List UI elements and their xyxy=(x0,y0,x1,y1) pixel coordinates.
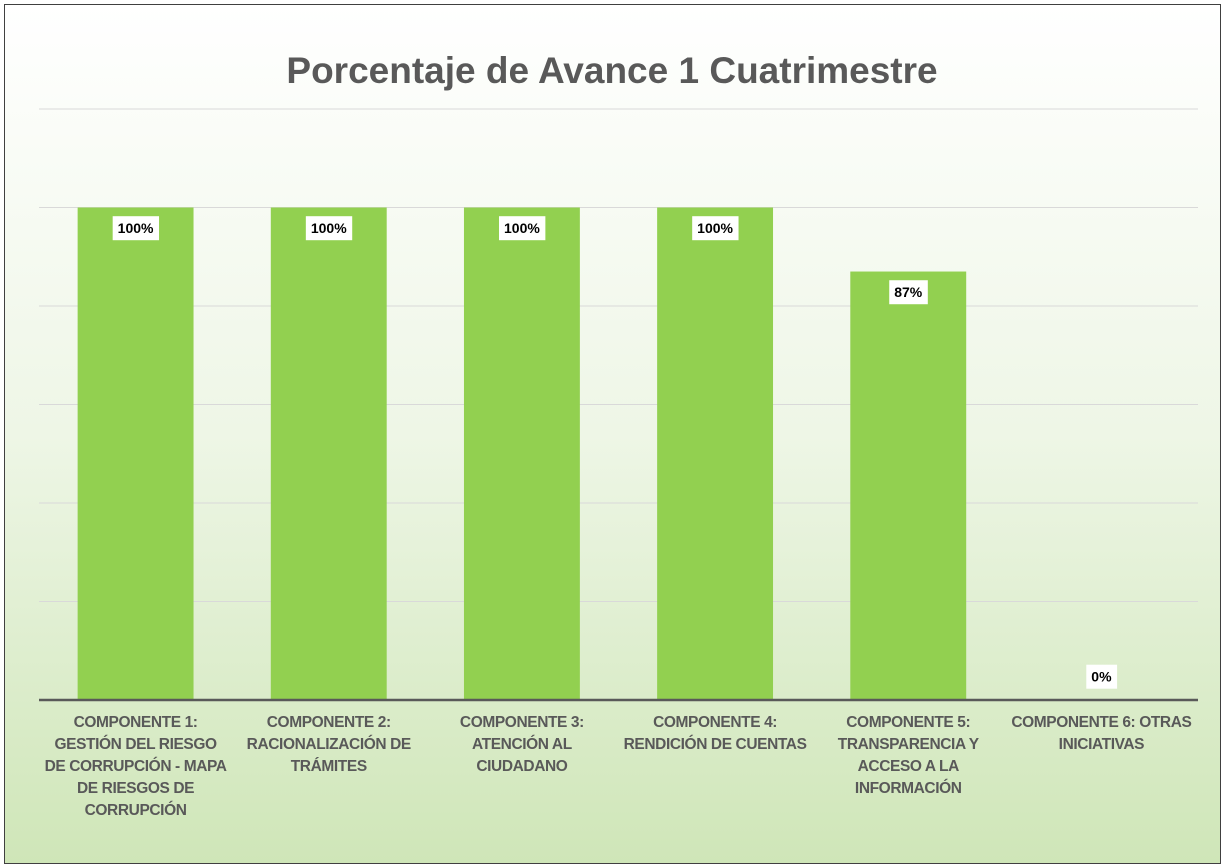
x-tick-label: COMPONENTE 2: RACIONALIZACIÓN DE TRÁMITE… xyxy=(246,714,412,775)
data-label: 100% xyxy=(697,220,733,236)
data-label: 100% xyxy=(311,220,347,236)
x-tick-label: COMPONENTE 6: OTRAS INICIATIVAS xyxy=(1011,714,1192,753)
bar xyxy=(657,207,774,700)
data-label: 87% xyxy=(894,284,923,300)
chart-title: Porcentaje de Avance 1 Cuatrimestre xyxy=(286,50,937,91)
data-label: 100% xyxy=(118,220,154,236)
data-label-box xyxy=(1086,664,1118,689)
bar xyxy=(270,207,387,700)
data-label-box xyxy=(305,216,353,241)
x-tick-label: COMPONENTE 5: TRANSPARENCIA Y ACCESO A L… xyxy=(837,714,979,797)
data-label-box xyxy=(692,216,739,241)
data-label: 0% xyxy=(1091,669,1112,685)
x-tick-label: COMPONENTE 1: GESTIÓN DEL RIESGO DE CORR… xyxy=(44,714,227,819)
data-label-box xyxy=(889,280,928,305)
chart-frame: Porcentaje de Avance 1 Cuatrimestre 100%… xyxy=(4,4,1221,864)
bar xyxy=(850,271,967,700)
data-label-box xyxy=(499,216,546,241)
data-label: 100% xyxy=(504,220,540,236)
x-tick-label: COMPONENTE 3: ATENCIÓN AL CIUDADANO xyxy=(459,714,584,775)
bar xyxy=(463,207,580,700)
bar xyxy=(77,207,194,700)
x-tick-label: COMPONENTE 4: RENDICIÓN DE CUENTAS xyxy=(623,714,807,753)
chart: Porcentaje de Avance 1 Cuatrimestre 100%… xyxy=(39,50,1198,702)
data-label-box xyxy=(112,216,160,241)
